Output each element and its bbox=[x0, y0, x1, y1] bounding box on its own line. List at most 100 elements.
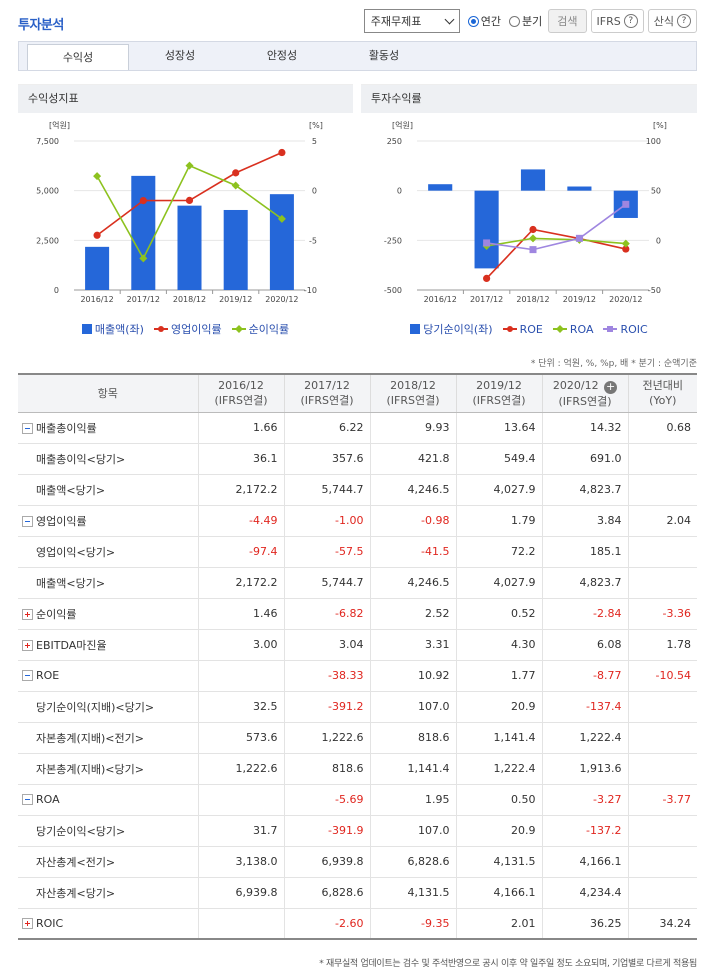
legend-label: 매출액(좌) bbox=[94, 323, 144, 336]
expand-plus-icon[interactable] bbox=[22, 639, 33, 651]
left-axis-unit: [억원] bbox=[392, 120, 413, 130]
table-cell: 3.00 bbox=[197, 629, 284, 661]
x-tick-label: 2018/12 bbox=[173, 295, 206, 304]
table-cell: 3.84 bbox=[541, 505, 628, 537]
table-cell: 421.8 bbox=[369, 443, 456, 475]
table-cell: 4,246.5 bbox=[369, 567, 456, 599]
column-header-2018: 2018/12 (IFRS연결) bbox=[369, 373, 456, 413]
table-row[interactable]: EBITDA마진율 3.00 3.04 3.31 4.30 6.08 1.78 bbox=[18, 629, 697, 661]
search-button[interactable]: 검색 bbox=[548, 9, 587, 33]
table-cell bbox=[627, 877, 697, 909]
row-label-text: 매출액<당기> bbox=[36, 483, 106, 497]
left-axis-unit: [억원] bbox=[49, 120, 70, 130]
tab-activity[interactable]: 활동성 bbox=[368, 49, 400, 62]
row-label-text: EBITDA마진율 bbox=[36, 638, 107, 652]
legend-item-roic[interactable]: ROIC bbox=[603, 321, 648, 337]
table-row[interactable]: ROIC -2.60 -9.35 2.01 36.25 34.24 bbox=[18, 908, 697, 940]
column-header-2019: 2019/12 (IFRS연결) bbox=[455, 373, 542, 413]
table-cell: -3.36 bbox=[627, 598, 697, 630]
table-cell: 691.0 bbox=[541, 443, 628, 475]
table-row[interactable]: ROE -38.33 10.92 1.77 -8.77 -10.54 bbox=[18, 660, 697, 692]
table-row[interactable]: 영업이익률 -4.49 -1.00 -0.98 1.79 3.84 2.04 bbox=[18, 505, 697, 537]
table-row[interactable]: 순이익률 1.46 -6.82 2.52 0.52 -2.84 -3.36 bbox=[18, 598, 697, 630]
row-label-text: 매출총이익<당기> bbox=[36, 452, 126, 466]
column-header-2020: 2020/12 + (IFRS연결) bbox=[541, 373, 628, 413]
table-cell: 4,823.7 bbox=[541, 567, 628, 599]
table-cell: 818.6 bbox=[283, 753, 370, 785]
expand-plus-icon[interactable] bbox=[22, 917, 33, 929]
table-row: 자산총계<전기> 3,138.0 6,939.8 6,828.6 4,131.5 4,16… bbox=[18, 846, 697, 878]
tab-profitability[interactable]: 수익성 bbox=[27, 44, 129, 70]
x-tick-label: 2019/12 bbox=[219, 295, 252, 304]
collapse-minus-icon[interactable] bbox=[22, 515, 33, 527]
radio-quarter-dot[interactable] bbox=[509, 15, 521, 27]
row-label: 매출액<당기> bbox=[18, 567, 198, 599]
legend-item-revenue[interactable]: 매출액(좌) bbox=[81, 321, 144, 337]
table-row[interactable]: 매출총이익률 1.66 6.22 9.93 13.64 14.32 0.68 bbox=[18, 412, 697, 444]
table-cell: 4.30 bbox=[455, 629, 542, 661]
table-cell bbox=[627, 753, 697, 785]
tab-stability[interactable]: 안정성 bbox=[266, 49, 298, 62]
table-cell: 107.0 bbox=[369, 691, 456, 723]
left-tick-label: -250 bbox=[384, 236, 402, 245]
table-cell: -3.27 bbox=[541, 784, 628, 816]
radio-quarter[interactable]: 분기 bbox=[509, 13, 542, 29]
series-line bbox=[486, 203, 627, 251]
row-label-text: 당기순이익<당기> bbox=[36, 824, 126, 838]
table-cell bbox=[627, 815, 697, 847]
table-row: 영업이익<당기> -97.4 -57.5 -41.5 72.2 185.1 bbox=[18, 536, 697, 568]
table-cell: 36.25 bbox=[541, 908, 628, 940]
table-row[interactable]: ROA -5.69 1.95 0.50 -3.27 -3.77 bbox=[18, 784, 697, 816]
table-cell: 1.77 bbox=[455, 660, 542, 692]
legend-item-net-income[interactable]: 당기순이익(좌) bbox=[410, 321, 493, 337]
legend-item-roa[interactable]: ROA bbox=[552, 321, 594, 337]
chart-bar bbox=[85, 246, 110, 290]
table-cell: 5,744.7 bbox=[283, 567, 370, 599]
expand-columns-icon[interactable]: + bbox=[604, 379, 618, 394]
chart-bar bbox=[131, 175, 156, 290]
ifrs-label: IFRS bbox=[596, 14, 621, 28]
collapse-minus-icon[interactable] bbox=[22, 794, 33, 805]
green-line-marker-icon bbox=[552, 325, 567, 333]
left-tick-label: 0 bbox=[397, 187, 402, 196]
radio-annual[interactable]: 연간 bbox=[467, 13, 501, 29]
table-cell: 3,138.0 bbox=[197, 846, 284, 878]
radio-annual-dot[interactable] bbox=[467, 15, 479, 27]
table-cell: 573.6 bbox=[197, 722, 284, 754]
table-cell bbox=[627, 536, 697, 568]
formula-help-button[interactable]: 산식 ? bbox=[647, 9, 697, 33]
category-tabs: 수익성 성장성 안정성 활동성 bbox=[18, 41, 697, 71]
table-cell: 10.92 bbox=[369, 660, 456, 692]
table-cell: 1.95 bbox=[369, 784, 456, 816]
red-line-marker-icon bbox=[153, 326, 168, 332]
table-cell: 5,744.7 bbox=[283, 474, 370, 506]
table-cell: 6.22 bbox=[283, 412, 370, 444]
chevron-down-icon bbox=[444, 14, 455, 24]
series-point bbox=[483, 274, 491, 283]
table-cell: 3.31 bbox=[369, 629, 456, 661]
right-tick-label: 100 bbox=[646, 137, 661, 146]
row-label-text: 자본총계(지배)<당기> bbox=[36, 762, 144, 776]
table-cell: -41.5 bbox=[369, 536, 456, 568]
legend-label: ROIC bbox=[620, 322, 648, 336]
table-cell: 357.6 bbox=[283, 443, 370, 475]
legend-label: 순이익률 bbox=[248, 323, 290, 336]
right-tick-label: -50 bbox=[648, 286, 661, 295]
table-cell: 2,172.2 bbox=[197, 474, 284, 506]
statement-select[interactable]: 주재무제표 bbox=[363, 9, 460, 33]
legend-item-roe[interactable]: ROE bbox=[502, 321, 543, 337]
row-label: EBITDA마진율 bbox=[18, 629, 198, 661]
table-row: 당기순이익(지배)<당기> 32.5 -391.2 107.0 20.9 -137.4 bbox=[18, 691, 697, 723]
collapse-minus-icon[interactable] bbox=[22, 422, 33, 434]
chart-bar bbox=[269, 194, 294, 290]
table-cell: 4,823.7 bbox=[541, 474, 628, 506]
legend-item-operating-margin[interactable]: 영업이익률 bbox=[153, 321, 222, 337]
collapse-minus-icon[interactable] bbox=[22, 670, 33, 681]
legend-label: ROA bbox=[569, 322, 594, 336]
ifrs-help-button[interactable]: IFRS ? bbox=[590, 9, 644, 33]
legend-item-net-margin[interactable]: 순이익률 bbox=[231, 321, 290, 337]
tab-growth[interactable]: 성장성 bbox=[164, 49, 196, 62]
table-cell: 4,131.5 bbox=[455, 846, 542, 878]
row-label: 매출액<당기> bbox=[18, 474, 198, 506]
expand-plus-icon[interactable] bbox=[22, 608, 33, 620]
